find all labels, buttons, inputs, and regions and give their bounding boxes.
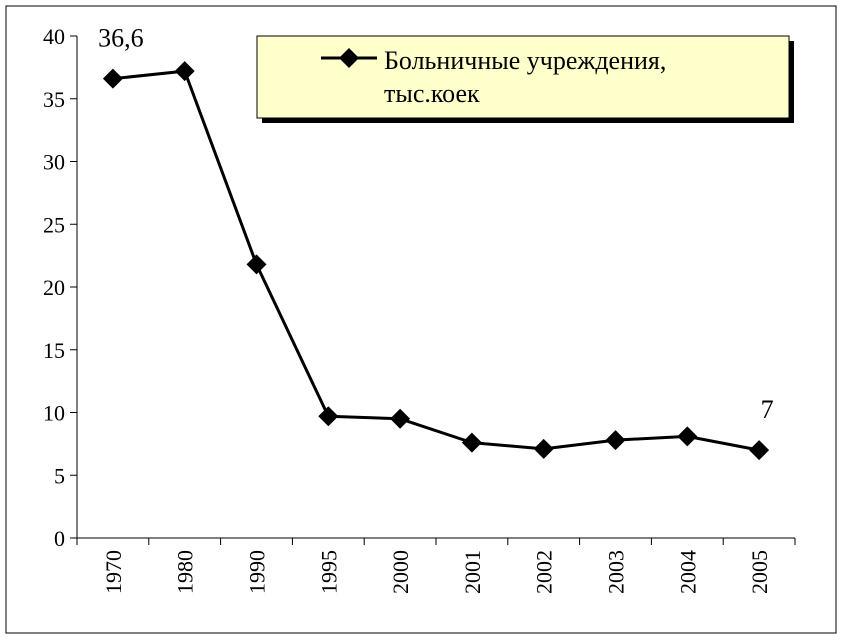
legend-label: Больничные учреждения, bbox=[384, 46, 666, 75]
x-tick-label: 2002 bbox=[532, 550, 557, 594]
y-tick-label: 25 bbox=[43, 212, 65, 237]
x-tick-label: 2000 bbox=[388, 550, 413, 594]
legend-box bbox=[256, 35, 790, 119]
y-tick-label: 10 bbox=[43, 401, 65, 426]
y-tick-label: 0 bbox=[54, 526, 65, 551]
y-tick-label: 40 bbox=[43, 24, 65, 49]
series-line bbox=[112, 69, 760, 452]
data-point-marker bbox=[390, 408, 411, 429]
data-point-marker bbox=[246, 254, 267, 275]
y-tick-label: 30 bbox=[43, 150, 65, 175]
x-tick-label: 1970 bbox=[101, 550, 126, 594]
data-point-marker bbox=[102, 68, 123, 89]
y-tick-label: 20 bbox=[43, 275, 65, 300]
data-point-marker bbox=[461, 432, 482, 453]
y-tick-label: 35 bbox=[43, 87, 65, 112]
legend-marker bbox=[339, 48, 359, 68]
data-point-marker bbox=[677, 426, 698, 447]
data-point-marker bbox=[605, 430, 626, 451]
x-tick-label: 2005 bbox=[747, 550, 772, 594]
x-tick-label: 2003 bbox=[604, 550, 629, 594]
series-group bbox=[102, 61, 770, 461]
x-tick-label: 1995 bbox=[316, 550, 341, 594]
y-tick-label: 5 bbox=[54, 463, 65, 488]
x-tick-label: 1990 bbox=[245, 550, 270, 594]
x-tick-label: 2004 bbox=[675, 550, 700, 594]
axes: 0 5 10 15 20 25 30 35 40 1970 1980 1990 1995 2000 2001… bbox=[43, 24, 796, 594]
x-tick-label: 1980 bbox=[173, 550, 198, 594]
legend-label: тыс.коек bbox=[384, 79, 480, 108]
data-point-marker bbox=[174, 61, 195, 82]
data-label: 36,6 bbox=[98, 24, 144, 53]
data-point-marker bbox=[318, 406, 339, 427]
legend: Больничные учреждения, тыс.коек bbox=[256, 35, 794, 123]
data-labels: 36,67 bbox=[98, 24, 773, 424]
y-tick-label: 15 bbox=[43, 338, 65, 363]
x-tick-label: 2001 bbox=[460, 550, 485, 594]
data-label: 7 bbox=[761, 395, 774, 424]
data-point-marker bbox=[749, 440, 770, 461]
data-point-marker bbox=[533, 438, 554, 459]
